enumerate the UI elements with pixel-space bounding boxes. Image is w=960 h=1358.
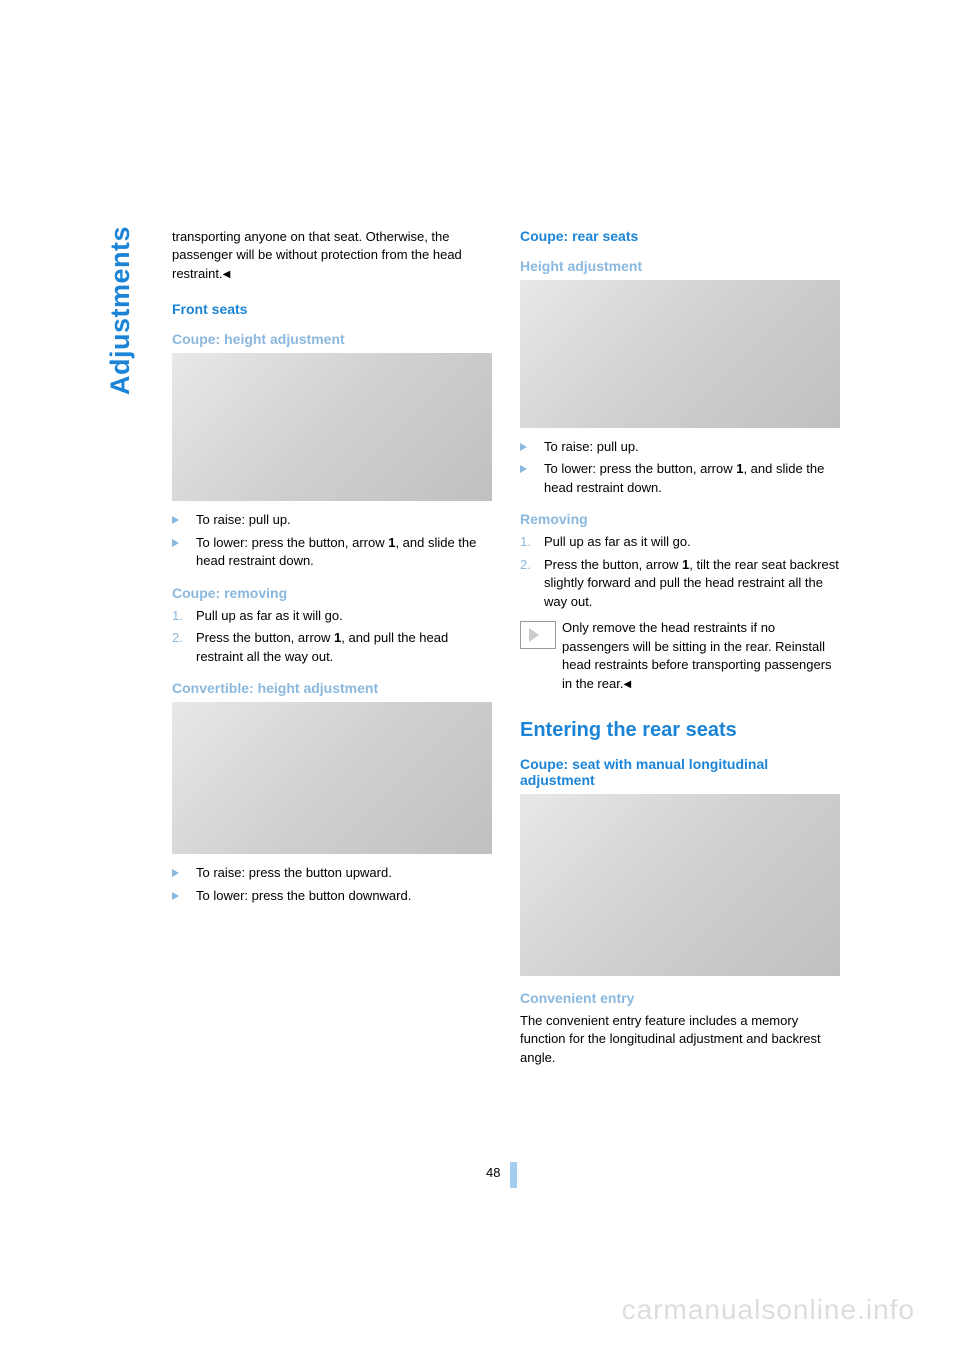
watermark-text: carmanualsonline.info bbox=[622, 1294, 915, 1326]
content-columns: transporting anyone on that seat. Otherw… bbox=[172, 228, 860, 1067]
list-text: To lower: press the button, arrow 1, and… bbox=[196, 534, 492, 571]
triangle-bullet-icon bbox=[172, 534, 196, 571]
step-number: 1. bbox=[172, 607, 196, 625]
triangle-bullet-icon bbox=[172, 887, 196, 905]
rear-seats-heading: Coupe: rear seats bbox=[520, 228, 840, 244]
figure-coupe-height bbox=[172, 353, 492, 501]
entering-rear-heading: Entering the rear seats bbox=[520, 719, 840, 742]
triangle-bullet-icon bbox=[172, 864, 196, 882]
list-item: To raise: pull up. bbox=[520, 438, 840, 456]
list-text: Press the button, arrow 1, tilt the rear… bbox=[544, 556, 840, 611]
list-item: 1. Pull up as far as it will go. bbox=[172, 607, 492, 625]
page-marker-bar bbox=[510, 1162, 517, 1188]
step-number: 1. bbox=[520, 533, 544, 551]
manual-page: Adjustments transporting anyone on that … bbox=[0, 0, 960, 1358]
info-text: Only remove the head restraints if no pa… bbox=[562, 620, 832, 690]
end-marker-icon: ◀ bbox=[623, 678, 631, 692]
convertible-list: To raise: press the button upward. To lo… bbox=[172, 864, 492, 905]
page-number: 48 bbox=[486, 1165, 500, 1180]
triangle-bullet-icon bbox=[520, 438, 544, 456]
convenient-entry-heading: Convenient entry bbox=[520, 990, 840, 1006]
list-text: Pull up as far as it will go. bbox=[544, 533, 840, 551]
info-callout: Only remove the head restraints if no pa… bbox=[520, 619, 840, 693]
right-column: Coupe: rear seats Height adjustment To r… bbox=[520, 228, 840, 1067]
list-item: 1. Pull up as far as it will go. bbox=[520, 533, 840, 551]
rear-height-list: To raise: pull up. To lower: press the b… bbox=[520, 438, 840, 497]
list-text: To raise: pull up. bbox=[544, 438, 840, 456]
figure-manual-seat bbox=[520, 794, 840, 976]
rear-removing-list: 1. Pull up as far as it will go. 2. Pres… bbox=[520, 533, 840, 611]
info-icon bbox=[520, 621, 556, 649]
coupe-removing-heading: Coupe: removing bbox=[172, 585, 492, 601]
intro-paragraph: transporting anyone on that seat. Otherw… bbox=[172, 228, 492, 283]
coupe-removing-list: 1. Pull up as far as it will go. 2. Pres… bbox=[172, 607, 492, 666]
front-seats-heading: Front seats bbox=[172, 301, 492, 317]
list-text: To lower: press the button downward. bbox=[196, 887, 492, 905]
end-marker-icon: ◀ bbox=[223, 268, 231, 282]
list-item: To lower: press the button, arrow 1, and… bbox=[520, 460, 840, 497]
height-adjustment-heading: Height adjustment bbox=[520, 258, 840, 274]
list-text: To raise: pull up. bbox=[196, 511, 492, 529]
intro-text: transporting anyone on that seat. Otherw… bbox=[172, 229, 462, 281]
figure-rear-height bbox=[520, 280, 840, 428]
list-item: 2. Press the button, arrow 1, and pull t… bbox=[172, 629, 492, 666]
manual-adjustment-heading: Coupe: seat with manual longitudinal adj… bbox=[520, 756, 840, 788]
convenient-entry-text: The convenient entry feature includes a … bbox=[520, 1012, 840, 1067]
list-text: To lower: press the button, arrow 1, and… bbox=[544, 460, 840, 497]
step-number: 2. bbox=[520, 556, 544, 611]
triangle-bullet-icon bbox=[172, 511, 196, 529]
list-text: Pull up as far as it will go. bbox=[196, 607, 492, 625]
figure-convertible bbox=[172, 702, 492, 854]
left-column: transporting anyone on that seat. Otherw… bbox=[172, 228, 492, 1067]
convertible-heading: Convertible: height adjustment bbox=[172, 680, 492, 696]
step-number: 2. bbox=[172, 629, 196, 666]
coupe-height-heading: Coupe: height adjustment bbox=[172, 331, 492, 347]
list-item: To lower: press the button, arrow 1, and… bbox=[172, 534, 492, 571]
list-item: To lower: press the button downward. bbox=[172, 887, 492, 905]
list-item: 2. Press the button, arrow 1, tilt the r… bbox=[520, 556, 840, 611]
list-item: To raise: press the button upward. bbox=[172, 864, 492, 882]
list-item: To raise: pull up. bbox=[172, 511, 492, 529]
list-text: To raise: press the button upward. bbox=[196, 864, 492, 882]
section-sidebar-title: Adjustments bbox=[105, 226, 136, 395]
triangle-bullet-icon bbox=[520, 460, 544, 497]
removing-heading: Removing bbox=[520, 511, 840, 527]
info-text-wrapper: Only remove the head restraints if no pa… bbox=[562, 619, 840, 693]
list-text: Press the button, arrow 1, and pull the … bbox=[196, 629, 492, 666]
coupe-height-list: To raise: pull up. To lower: press the b… bbox=[172, 511, 492, 570]
